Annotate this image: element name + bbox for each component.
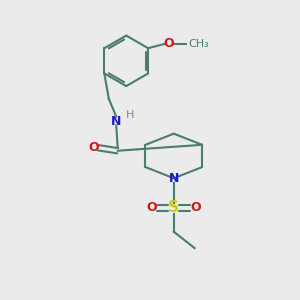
Text: O: O [164,37,174,50]
Text: N: N [111,115,122,128]
Text: N: N [169,172,179,185]
Text: CH₃: CH₃ [189,39,210,49]
Text: S: S [168,200,179,215]
Text: O: O [190,202,201,214]
Text: O: O [147,202,158,214]
Text: O: O [88,141,99,154]
Text: H: H [125,110,134,120]
